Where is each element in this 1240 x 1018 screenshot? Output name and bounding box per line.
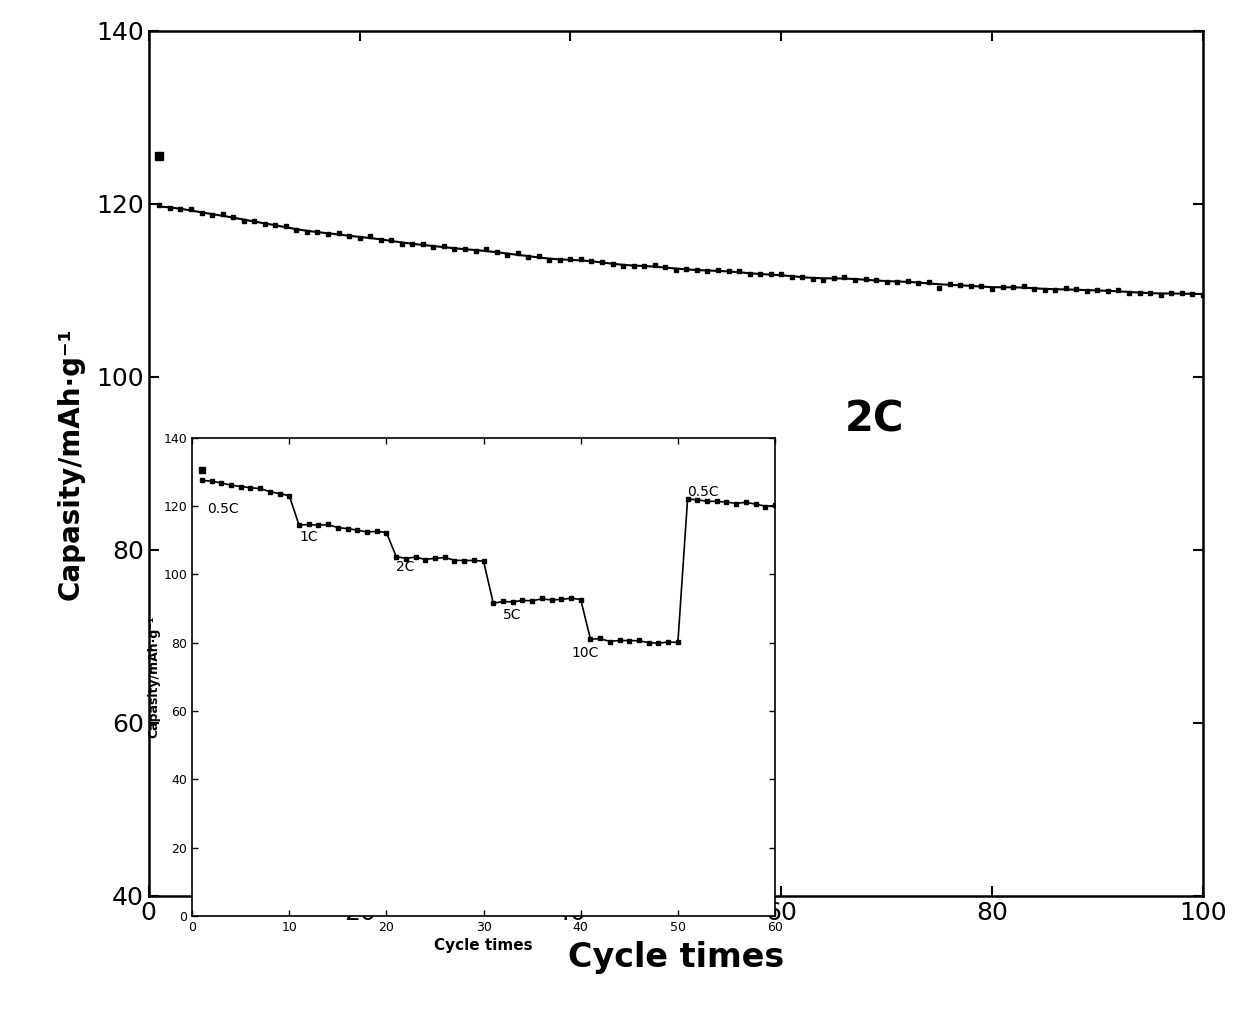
X-axis label: Cycle times: Cycle times: [434, 939, 533, 953]
Text: 0.5C: 0.5C: [687, 486, 719, 499]
Text: 0.5C: 0.5C: [207, 502, 238, 516]
X-axis label: Cycle times: Cycle times: [568, 942, 784, 974]
Text: 2C: 2C: [844, 399, 904, 441]
Text: 5C: 5C: [503, 609, 522, 622]
Text: 2C: 2C: [396, 561, 414, 574]
Y-axis label: Capasity/mAh·g⁻¹: Capasity/mAh·g⁻¹: [148, 616, 161, 738]
Text: 1C: 1C: [299, 529, 317, 544]
Text: 10C: 10C: [570, 645, 599, 660]
Y-axis label: Capasity/mAh·g⁻¹: Capasity/mAh·g⁻¹: [57, 327, 86, 600]
